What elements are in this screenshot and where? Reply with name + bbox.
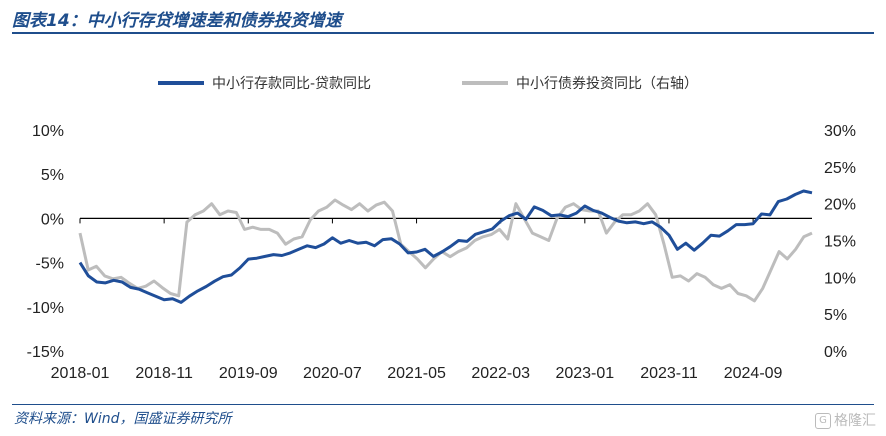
series-line-bond-investment <box>78 198 813 303</box>
x-tick-label: 2018-01 <box>51 365 110 382</box>
left-tick-label: 10% <box>32 123 64 140</box>
x-tick-label: 2018-11 <box>135 365 193 382</box>
x-tick-label: 2020-07 <box>303 365 362 382</box>
left-tick-label: -10% <box>27 300 64 317</box>
x-tick-label: 2023-11 <box>640 365 698 382</box>
right-axis: 0% 5% 10% 15% 20% 25% 30% <box>824 123 856 361</box>
watermark: G 格隆汇 <box>815 410 876 430</box>
right-tick-label: 15% <box>824 234 856 251</box>
x-tick-label: 2024-09 <box>724 365 783 382</box>
x-tick-label: 2023-01 <box>555 365 614 382</box>
x-tick-label: 2022-03 <box>471 365 530 382</box>
figure-title: 图表14：中小行存贷增速差和债券投资增速 <box>12 11 342 31</box>
g-logo-icon: G <box>815 413 831 429</box>
right-tick-label: 10% <box>824 270 856 287</box>
line-chart: -15% -10% -5% 0% 5% 10% 0% 5% 10% 15% 20% 25% 30% 2… <box>27 76 856 382</box>
x-tick-label: 2019-09 <box>219 365 278 382</box>
series-line-deposit-loan <box>78 189 813 304</box>
source-note: 资料来源：Wind，国盛证券研究所 <box>14 411 232 427</box>
legend-label-bond-investment: 中小行债券投资同比（右轴） <box>516 76 698 92</box>
series-layer <box>78 189 813 304</box>
left-tick-label: 0% <box>41 211 64 228</box>
right-tick-label: 25% <box>824 160 856 177</box>
left-tick-label: -5% <box>36 256 64 273</box>
legend: 中小行存款同比-贷款同比 中小行债券投资同比（右轴） <box>158 76 698 92</box>
footer-divider <box>12 404 874 405</box>
x-tick-label: 2021-05 <box>387 365 446 382</box>
right-tick-label: 0% <box>824 344 847 361</box>
legend-label-deposit-loan: 中小行存款同比-贷款同比 <box>212 76 371 92</box>
right-tick-label: 30% <box>824 123 856 140</box>
left-tick-label: 5% <box>41 167 64 184</box>
right-tick-label: 20% <box>824 197 856 214</box>
left-axis: -15% -10% -5% 0% 5% 10% <box>27 123 64 361</box>
watermark-text: 格隆汇 <box>834 413 876 429</box>
left-tick-label: -15% <box>27 344 64 361</box>
x-axis: 2018-01 2018-11 2019-09 2020-07 2021-05 2022-… <box>51 218 783 382</box>
right-tick-label: 5% <box>824 307 847 324</box>
title-divider <box>12 32 874 34</box>
